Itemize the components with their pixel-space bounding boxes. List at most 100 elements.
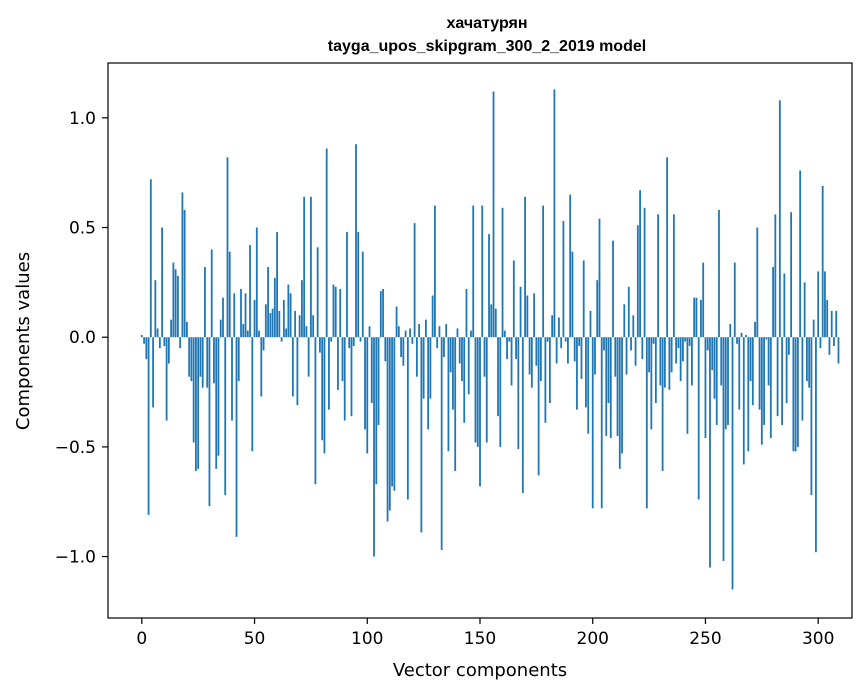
bar [630, 337, 632, 351]
bar [731, 337, 734, 590]
bar [242, 324, 245, 338]
bar [627, 286, 630, 338]
bar [343, 337, 346, 421]
bar [149, 179, 152, 338]
bar [361, 251, 364, 338]
bar [659, 337, 662, 386]
bar [413, 223, 416, 338]
bar [654, 337, 657, 404]
bar [348, 337, 351, 349]
bar [614, 337, 617, 377]
bar [497, 337, 499, 417]
bar [539, 337, 542, 382]
bar [231, 337, 233, 421]
bar [388, 337, 391, 511]
bar [400, 337, 402, 357]
y-tick-label: 0.5 [69, 219, 96, 239]
bar [803, 282, 806, 338]
bar [461, 337, 463, 382]
bar [749, 337, 752, 382]
bar [747, 337, 750, 452]
bar [722, 337, 725, 561]
bar [258, 330, 260, 338]
bar [697, 337, 700, 500]
bar [427, 337, 430, 430]
bar [434, 205, 436, 338]
bar [339, 288, 342, 338]
bar [537, 337, 540, 476]
plot-frame [107, 62, 853, 619]
bar [769, 337, 772, 439]
bar [632, 315, 635, 338]
bar [364, 337, 366, 430]
bar [589, 310, 592, 338]
bar [776, 337, 779, 417]
bar [672, 214, 675, 338]
bar [494, 308, 497, 338]
bar [709, 337, 711, 568]
bar [648, 337, 650, 373]
chart-subtitle: tayga_upos_skipgram_300_2_2019 model [328, 38, 646, 55]
bar [530, 337, 533, 388]
bar [156, 328, 159, 338]
bar [510, 337, 513, 386]
bar [718, 209, 720, 338]
bar [310, 196, 312, 338]
bar [501, 207, 504, 338]
bar [555, 337, 558, 364]
bar [312, 315, 315, 338]
bar [826, 299, 829, 338]
bar [733, 262, 736, 338]
bar [686, 337, 689, 434]
bar [224, 337, 227, 496]
bar [161, 227, 164, 338]
bar [790, 212, 793, 338]
bar [213, 337, 215, 384]
bar [251, 337, 254, 452]
bar [244, 293, 247, 338]
bar [758, 337, 761, 410]
bar [830, 310, 833, 338]
bar [533, 293, 536, 338]
y-tick-label: 0.0 [69, 328, 96, 348]
bar [535, 337, 538, 366]
bar [695, 297, 698, 338]
bar [206, 337, 209, 388]
bar [445, 324, 448, 338]
bar [418, 324, 421, 338]
bar [677, 337, 680, 349]
bar [316, 247, 319, 338]
bar [679, 337, 682, 382]
bar [314, 337, 317, 485]
bar [580, 337, 583, 379]
bar [296, 337, 299, 406]
bar [334, 286, 337, 338]
bar [325, 148, 328, 338]
bar [765, 337, 768, 340]
bar [675, 337, 678, 364]
bar [300, 280, 303, 338]
bar [253, 299, 256, 338]
bar [618, 337, 621, 469]
bar [140, 335, 143, 338]
bar [713, 337, 716, 399]
bar [796, 337, 799, 447]
bar [366, 337, 369, 454]
bar [176, 275, 179, 338]
bar [488, 234, 490, 338]
bar [154, 280, 157, 338]
bar [517, 337, 520, 450]
bar [551, 315, 554, 338]
bar [152, 337, 154, 408]
bar [323, 337, 326, 454]
bar [562, 220, 565, 338]
bar [456, 328, 459, 338]
bar [183, 209, 186, 338]
bar [429, 337, 432, 399]
bar [548, 337, 551, 404]
bar [321, 337, 324, 441]
y-tick-label: 1.0 [69, 109, 96, 129]
bar [355, 144, 357, 338]
bar [267, 267, 269, 338]
